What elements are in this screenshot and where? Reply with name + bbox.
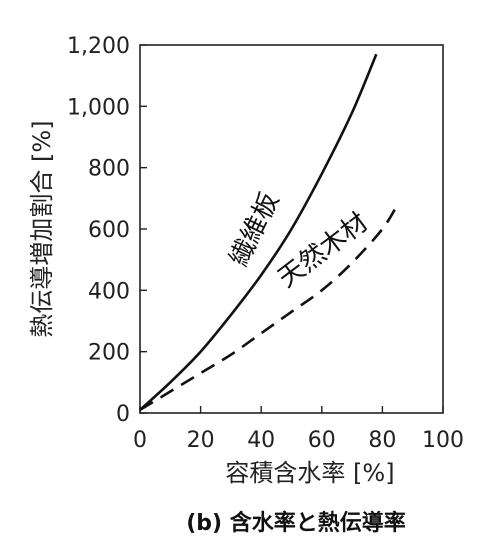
y-tick-label: 400 <box>88 279 130 304</box>
x-tick-label: 40 <box>247 428 275 453</box>
y-tick-label: 200 <box>88 341 130 366</box>
x-tick-label: 0 <box>133 428 147 453</box>
series-label-1: 繊維板 <box>224 188 285 271</box>
x-axis-title: 容積含水率 [%] <box>225 459 394 487</box>
x-tick-label: 80 <box>368 428 396 453</box>
x-tick-label: 20 <box>187 428 215 453</box>
y-tick-label: 1,200 <box>67 34 130 59</box>
series-line-1 <box>139 53 378 411</box>
series-lines <box>139 53 399 412</box>
y-axis-ticks: 0 200 400 600 800 1,000 1,200 <box>67 34 147 427</box>
y-tick-label: 0 <box>116 402 130 427</box>
y-tick-label: 1,000 <box>67 95 130 120</box>
series-line-2 <box>139 203 399 412</box>
chart-title: (b) 含水率と熱伝導率 <box>186 510 406 536</box>
x-axis-ticks: 0 20 40 60 80 100 <box>133 406 464 453</box>
y-tick-label: 800 <box>88 157 130 182</box>
x-tick-label: 100 <box>422 428 464 453</box>
x-tick-label: 60 <box>308 428 336 453</box>
y-axis-title: 熱伝導増加割合 [%] <box>28 120 56 337</box>
y-tick-label: 600 <box>88 218 130 243</box>
series-label-2: 天然木材 <box>273 207 374 294</box>
